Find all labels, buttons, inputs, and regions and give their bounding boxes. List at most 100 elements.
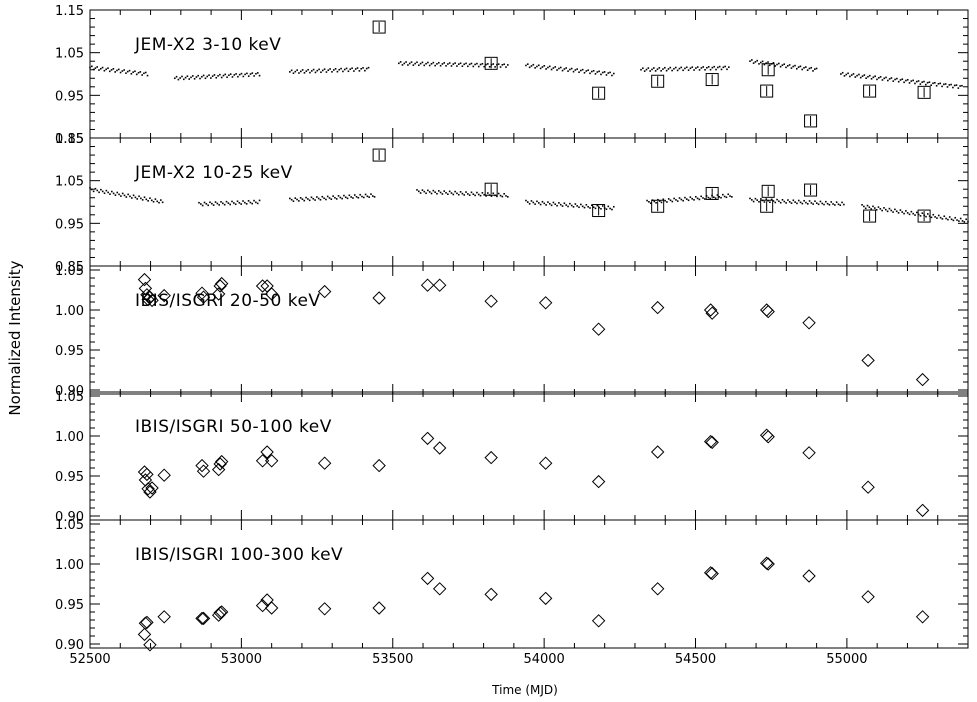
monitor-point [888,78,891,80]
monitor-point [211,75,214,77]
monitor-point [596,204,599,207]
monitor-point [468,194,471,196]
monitor-point [329,68,331,70]
monitor-point [121,70,124,72]
monitor-point [154,198,157,200]
data-point [195,458,209,473]
data-point [143,638,157,652]
monitor-point [561,205,564,207]
monitor-point [569,68,571,71]
monitor-point [612,205,615,208]
monitor-point [769,64,771,67]
monitor-point [776,63,778,66]
monitor-point [123,194,126,197]
monitor-point [447,63,449,65]
monitor-point [585,70,588,72]
monitor-point [477,65,480,68]
monitor-point [657,198,659,201]
monitor-point [897,80,900,83]
monitor-point [772,200,775,202]
monitor-point [866,204,869,207]
monitor-point [587,69,589,72]
monitor-point [952,86,954,89]
monitor-point [550,204,553,207]
monitor-point [421,189,424,191]
data-point [915,372,930,387]
monitor-point [552,67,555,69]
monitor-point [532,201,535,204]
data-point [195,286,209,300]
monitor-point [751,199,753,201]
monitor-point [245,203,248,205]
monitor-point [439,64,442,67]
x-tick-label: 55000 [826,652,867,667]
monitor-point [417,190,420,193]
monitor-point [208,74,210,76]
monitor-point [554,203,557,206]
monitor-point [290,69,293,72]
monitor-point [332,69,335,71]
monitor-point [607,72,610,74]
monitor-point [326,195,329,198]
monitor-point [760,61,762,64]
monitor-point [325,198,327,201]
monitor-point [112,67,115,70]
monitor-point [801,202,804,205]
monitor-point [479,194,482,197]
monitor-point [143,196,146,199]
monitor-point [875,209,878,211]
data-point [650,445,665,459]
monitor-point [761,60,764,63]
monitor-point [408,62,411,65]
monitor-point [359,193,361,196]
monitor-point [947,218,949,221]
monitor-point [545,68,547,70]
monitor-point [123,69,125,71]
monitor-point [814,200,816,203]
data-point [917,85,931,99]
monitor-point [594,207,597,210]
monitor-point [756,59,759,62]
monitor-point [206,75,209,78]
monitor-point [361,195,363,198]
monitor-point [450,65,453,67]
monitor-point [915,80,918,83]
monitor-point [700,67,703,69]
monitor-point [667,68,670,70]
monitor-point [939,82,942,85]
monitor-point [209,201,211,204]
monitor-point [580,203,582,206]
monitor-point [937,214,940,217]
monitor-point [110,69,113,71]
x-tick-label: 52500 [69,652,110,667]
monitor-point [561,69,564,72]
monitor-point [233,202,235,204]
monitor-point [146,74,149,77]
data-point [264,454,279,468]
monitor-point [839,204,842,207]
monitor-point [874,75,876,78]
monitor-point [658,67,661,69]
monitor-point [596,71,599,73]
monitor-point [572,70,575,73]
y-tick-label: 1.00 [55,558,84,573]
monitor-point [467,65,469,68]
monitor-point [926,81,929,84]
monitor-point [574,203,577,205]
monitor-point [585,204,588,206]
monitor-point [222,74,225,77]
monitor-point [229,203,231,206]
monitor-point [443,190,446,192]
monitor-point [423,190,426,193]
monitor-point [883,207,885,209]
monitor-point [527,63,529,65]
monitor-point [666,201,668,203]
data-point [861,353,875,368]
monitor-point [881,209,883,212]
monitor-point [823,203,825,206]
monitor-point [825,200,827,203]
panel-frame [89,9,969,139]
monitor-point [219,73,221,76]
panel-frame [89,265,969,395]
